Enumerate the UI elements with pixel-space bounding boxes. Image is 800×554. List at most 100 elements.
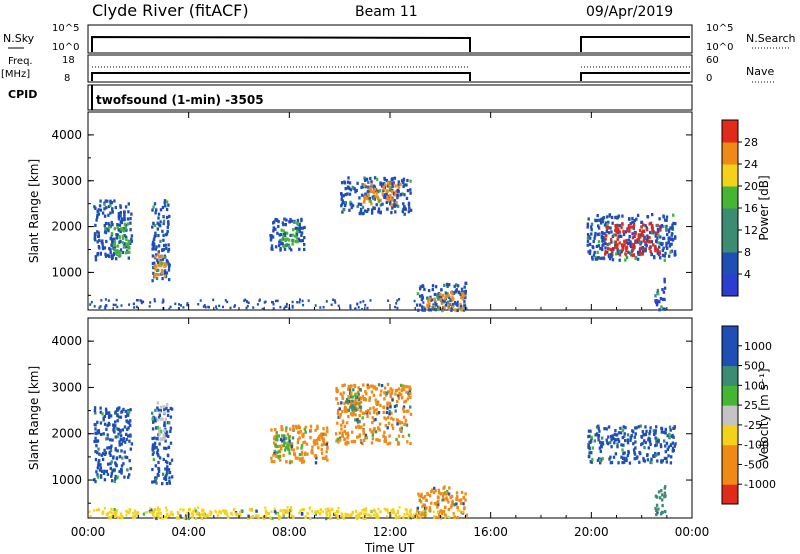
power-echo-cell xyxy=(631,236,635,240)
power-echo-cell xyxy=(631,225,634,229)
power-ground-cell xyxy=(443,300,446,303)
velocity-echo-cell xyxy=(336,412,340,416)
power-echo-cell xyxy=(110,237,114,241)
power-echo-cell xyxy=(118,223,122,227)
velocity-echo-cell xyxy=(352,402,356,406)
velocity-echo-cell xyxy=(380,384,384,388)
velocity-echo-cell xyxy=(155,516,158,521)
power-echo-cell xyxy=(402,207,405,211)
power-echo-cell xyxy=(427,289,431,293)
velocity-echo-cell xyxy=(660,489,663,493)
power-echo-cell xyxy=(606,243,609,247)
velocity-echo-cell xyxy=(306,452,309,456)
power-echo-cell xyxy=(379,203,382,207)
power-echo-cell xyxy=(662,290,666,294)
power-ground-cell xyxy=(413,299,416,303)
velocity-echo-cell xyxy=(355,515,358,519)
power-echo-cell xyxy=(621,222,624,226)
velocity-echo-cell xyxy=(351,399,354,403)
velocity-echo-cell xyxy=(597,438,600,442)
velocity-echo-cell xyxy=(607,425,611,429)
power-echo-cell xyxy=(627,242,630,246)
velocity-echo-cell xyxy=(439,509,442,513)
velocity-echo-cell xyxy=(340,512,344,516)
power-echo-cell xyxy=(367,180,370,184)
velocity-echo-cell xyxy=(400,426,403,430)
velocity-echo-cell xyxy=(288,439,291,443)
velocity-echo-cell xyxy=(275,435,279,439)
velocity-echo-cell xyxy=(663,456,667,460)
velocity-echo-cell xyxy=(378,428,381,432)
power-echo-cell xyxy=(290,219,293,223)
power-echo-cell xyxy=(303,236,306,240)
velocity-echo-cell xyxy=(669,443,673,447)
power-echo-cell xyxy=(657,233,660,237)
power-echo-cell xyxy=(105,239,108,244)
velocity-echo-cell xyxy=(93,423,96,427)
power-echo-cell xyxy=(396,188,399,192)
power-colorbar-label: 20 xyxy=(744,180,758,193)
velocity-echo-cell xyxy=(591,446,594,450)
velocity-echo-cell xyxy=(460,510,463,515)
power-echo-cell xyxy=(124,223,128,227)
power-echo-cell xyxy=(103,246,107,250)
power-echo-cell xyxy=(284,244,288,248)
power-y-axis-title: Slant Range [km] xyxy=(27,159,41,263)
velocity-colorbar-label: -500 xyxy=(744,458,769,471)
velocity-ground-cell xyxy=(316,510,319,513)
velocity-echo-cell xyxy=(673,444,676,448)
velocity-echo-cell xyxy=(356,516,359,521)
power-echo-cell xyxy=(360,185,363,189)
power-echo-cell xyxy=(113,227,116,231)
power-echo-cell xyxy=(168,278,171,282)
power-echo-cell xyxy=(634,232,637,236)
velocity-echo-cell xyxy=(294,456,298,460)
power-echo-cell xyxy=(340,194,344,198)
velocity-echo-cell xyxy=(120,449,123,453)
power-ground-cell xyxy=(330,303,333,306)
power-echo-cell xyxy=(648,236,651,240)
power-echo-cell xyxy=(362,211,365,215)
velocity-echo-cell xyxy=(394,516,398,520)
power-echo-cell xyxy=(636,257,640,261)
power-echo-cell xyxy=(449,303,452,307)
power-echo-cell xyxy=(607,220,610,224)
power-echo-cell xyxy=(159,239,162,243)
velocity-ground-cell xyxy=(88,510,91,513)
velocity-echo-cell xyxy=(246,516,250,520)
power-echo-cell xyxy=(154,247,157,251)
power-echo-cell xyxy=(112,240,115,245)
power-echo-cell xyxy=(340,192,343,196)
velocity-echo-cell xyxy=(109,466,112,470)
power-echo-cell xyxy=(614,245,617,249)
velocity-echo-cell xyxy=(623,460,626,464)
velocity-echo-cell xyxy=(657,440,660,444)
velocity-echo-cell xyxy=(355,395,358,399)
velocity-echo-cell xyxy=(304,515,307,519)
velocity-echo-cell xyxy=(373,410,376,415)
velocity-echo-cell xyxy=(626,438,630,442)
power-echo-cell xyxy=(94,232,97,236)
power-echo-cell xyxy=(599,218,603,222)
velocity-echo-cell xyxy=(351,408,354,412)
power-ground-cell xyxy=(229,306,232,310)
velocity-echo-cell xyxy=(157,408,160,412)
power-echo-cell xyxy=(116,225,119,229)
power-echo-cell xyxy=(366,190,369,194)
velocity-echo-cell xyxy=(402,405,406,409)
power-echo-cell xyxy=(296,240,299,244)
velocity-echo-cell xyxy=(591,457,594,462)
power-echo-cell xyxy=(618,230,621,234)
power-echo-cell xyxy=(151,279,154,283)
velocity-echo-cell xyxy=(113,514,117,518)
velocity-echo-cell xyxy=(371,416,374,420)
power-echo-cell xyxy=(667,236,670,241)
power-ground-cell xyxy=(332,298,335,301)
power-echo-cell xyxy=(640,225,643,229)
power-ground-cell xyxy=(283,307,286,310)
velocity-echo-cell xyxy=(607,435,610,439)
power-echo-cell xyxy=(295,236,298,240)
velocity-ground-cell xyxy=(314,510,317,513)
power-echo-cell xyxy=(271,247,274,251)
power-echo-cell xyxy=(97,212,101,216)
